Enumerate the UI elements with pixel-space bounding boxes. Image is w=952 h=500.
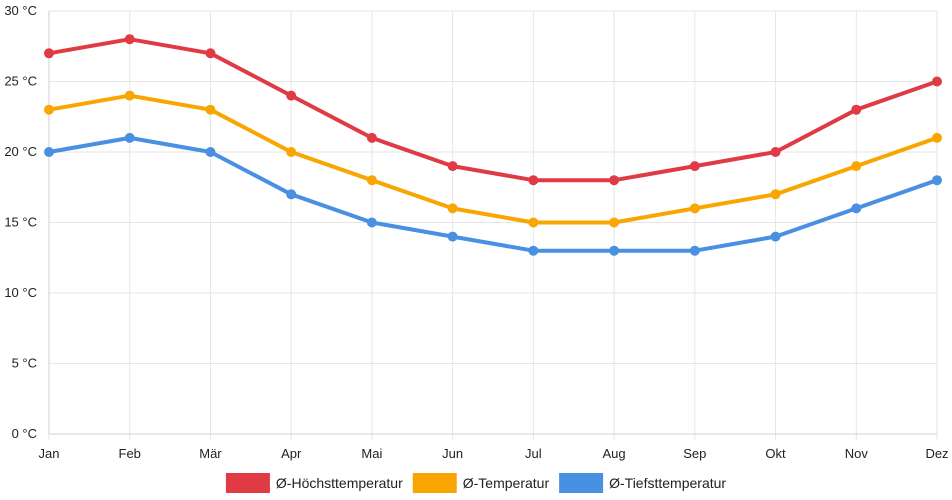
legend-swatch xyxy=(225,473,270,493)
data-point-o-temperatur[interactable] xyxy=(932,132,942,143)
legend-label: Ø-Temperatur xyxy=(463,475,550,491)
x-tick-label: Mär xyxy=(199,446,222,461)
data-point-o-hoechsttemperatur[interactable] xyxy=(205,48,216,59)
legend-swatch xyxy=(412,473,457,493)
y-tick-label: 5 °C xyxy=(12,356,37,371)
data-point-o-temperatur[interactable] xyxy=(528,217,539,228)
y-tick-label: 30 °C xyxy=(4,3,37,18)
legend-label: Ø-Höchsttemperatur xyxy=(276,475,403,491)
data-point-o-hoechsttemperatur[interactable] xyxy=(447,161,458,172)
data-point-o-tiefsttemperatur[interactable] xyxy=(286,189,297,200)
data-point-o-temperatur[interactable] xyxy=(851,161,862,172)
data-point-o-hoechsttemperatur[interactable] xyxy=(932,76,942,87)
y-tick-label: 0 °C xyxy=(12,426,37,441)
x-tick-label: Jan xyxy=(39,446,60,461)
data-point-o-temperatur[interactable] xyxy=(366,175,377,186)
data-point-o-temperatur[interactable] xyxy=(770,189,781,200)
data-point-o-temperatur[interactable] xyxy=(124,90,135,101)
x-tick-label: Jun xyxy=(442,446,463,461)
y-tick-label: 15 °C xyxy=(4,215,37,230)
y-tick-label: 25 °C xyxy=(4,74,37,89)
x-tick-label: Apr xyxy=(281,446,302,461)
y-tick-label: 10 °C xyxy=(4,285,37,300)
x-tick-label: Feb xyxy=(119,446,141,461)
data-point-o-tiefsttemperatur[interactable] xyxy=(44,147,54,157)
data-point-o-hoechsttemperatur[interactable] xyxy=(366,132,377,143)
data-point-o-temperatur[interactable] xyxy=(44,104,54,115)
data-point-o-tiefsttemperatur[interactable] xyxy=(528,245,539,256)
data-point-o-tiefsttemperatur[interactable] xyxy=(366,217,377,228)
x-tick-label: Jul xyxy=(525,446,542,461)
data-point-o-tiefsttemperatur[interactable] xyxy=(932,175,942,186)
data-point-o-temperatur[interactable] xyxy=(286,147,297,157)
data-point-o-hoechsttemperatur[interactable] xyxy=(770,147,781,157)
data-point-o-tiefsttemperatur[interactable] xyxy=(205,147,216,157)
series-lines xyxy=(47,37,939,253)
data-point-o-temperatur[interactable] xyxy=(205,104,216,115)
x-tick-label: Nov xyxy=(845,446,869,461)
data-points xyxy=(44,34,942,256)
legend-item-o-temperatur[interactable]: Ø-Temperatur xyxy=(412,473,550,493)
y-tick-label: 20 °C xyxy=(4,144,37,159)
legend[interactable]: Ø-Höchsttemperatur Ø-Temperatur Ø-Tiefstte… xyxy=(225,473,726,493)
series-line-o-hoechsttemperatur xyxy=(47,37,939,183)
legend-label: Ø-Tiefsttemperatur xyxy=(609,475,726,491)
data-point-o-hoechsttemperatur[interactable] xyxy=(124,34,135,45)
data-point-o-hoechsttemperatur[interactable] xyxy=(689,161,700,172)
data-point-o-tiefsttemperatur[interactable] xyxy=(609,245,620,256)
x-tick-label: Aug xyxy=(603,446,626,461)
x-tick-label: Okt xyxy=(765,446,786,461)
data-point-o-temperatur[interactable] xyxy=(609,217,620,228)
data-point-o-temperatur[interactable] xyxy=(689,203,700,214)
data-point-o-hoechsttemperatur[interactable] xyxy=(851,104,862,115)
legend-item-o-hoechsttemperatur[interactable]: Ø-Höchsttemperatur xyxy=(225,473,403,493)
data-point-o-tiefsttemperatur[interactable] xyxy=(851,203,862,214)
data-point-o-tiefsttemperatur[interactable] xyxy=(447,231,458,242)
data-point-o-hoechsttemperatur[interactable] xyxy=(44,48,54,59)
series-line-o-tiefsttemperatur xyxy=(47,135,939,253)
data-point-o-hoechsttemperatur[interactable] xyxy=(609,175,620,186)
legend-item-o-tiefsttemperatur[interactable]: Ø-Tiefsttemperatur xyxy=(559,473,726,493)
x-tick-label: Mai xyxy=(361,446,382,461)
data-point-o-tiefsttemperatur[interactable] xyxy=(124,132,135,143)
x-tick-label: Dez xyxy=(925,446,948,461)
x-tick-label: Sep xyxy=(683,446,706,461)
data-point-o-hoechsttemperatur[interactable] xyxy=(286,90,297,101)
axes: 0 °C 5 °C 10 °C 15 °C 20 °C 25 °C 30 °C Jan Feb M… xyxy=(4,3,948,461)
legend-swatch xyxy=(559,473,604,493)
data-point-o-hoechsttemperatur[interactable] xyxy=(528,175,539,186)
series-line-o-temperatur xyxy=(47,93,939,225)
data-point-o-tiefsttemperatur[interactable] xyxy=(689,245,700,256)
data-point-o-tiefsttemperatur[interactable] xyxy=(770,231,781,242)
data-point-o-temperatur[interactable] xyxy=(447,203,458,214)
